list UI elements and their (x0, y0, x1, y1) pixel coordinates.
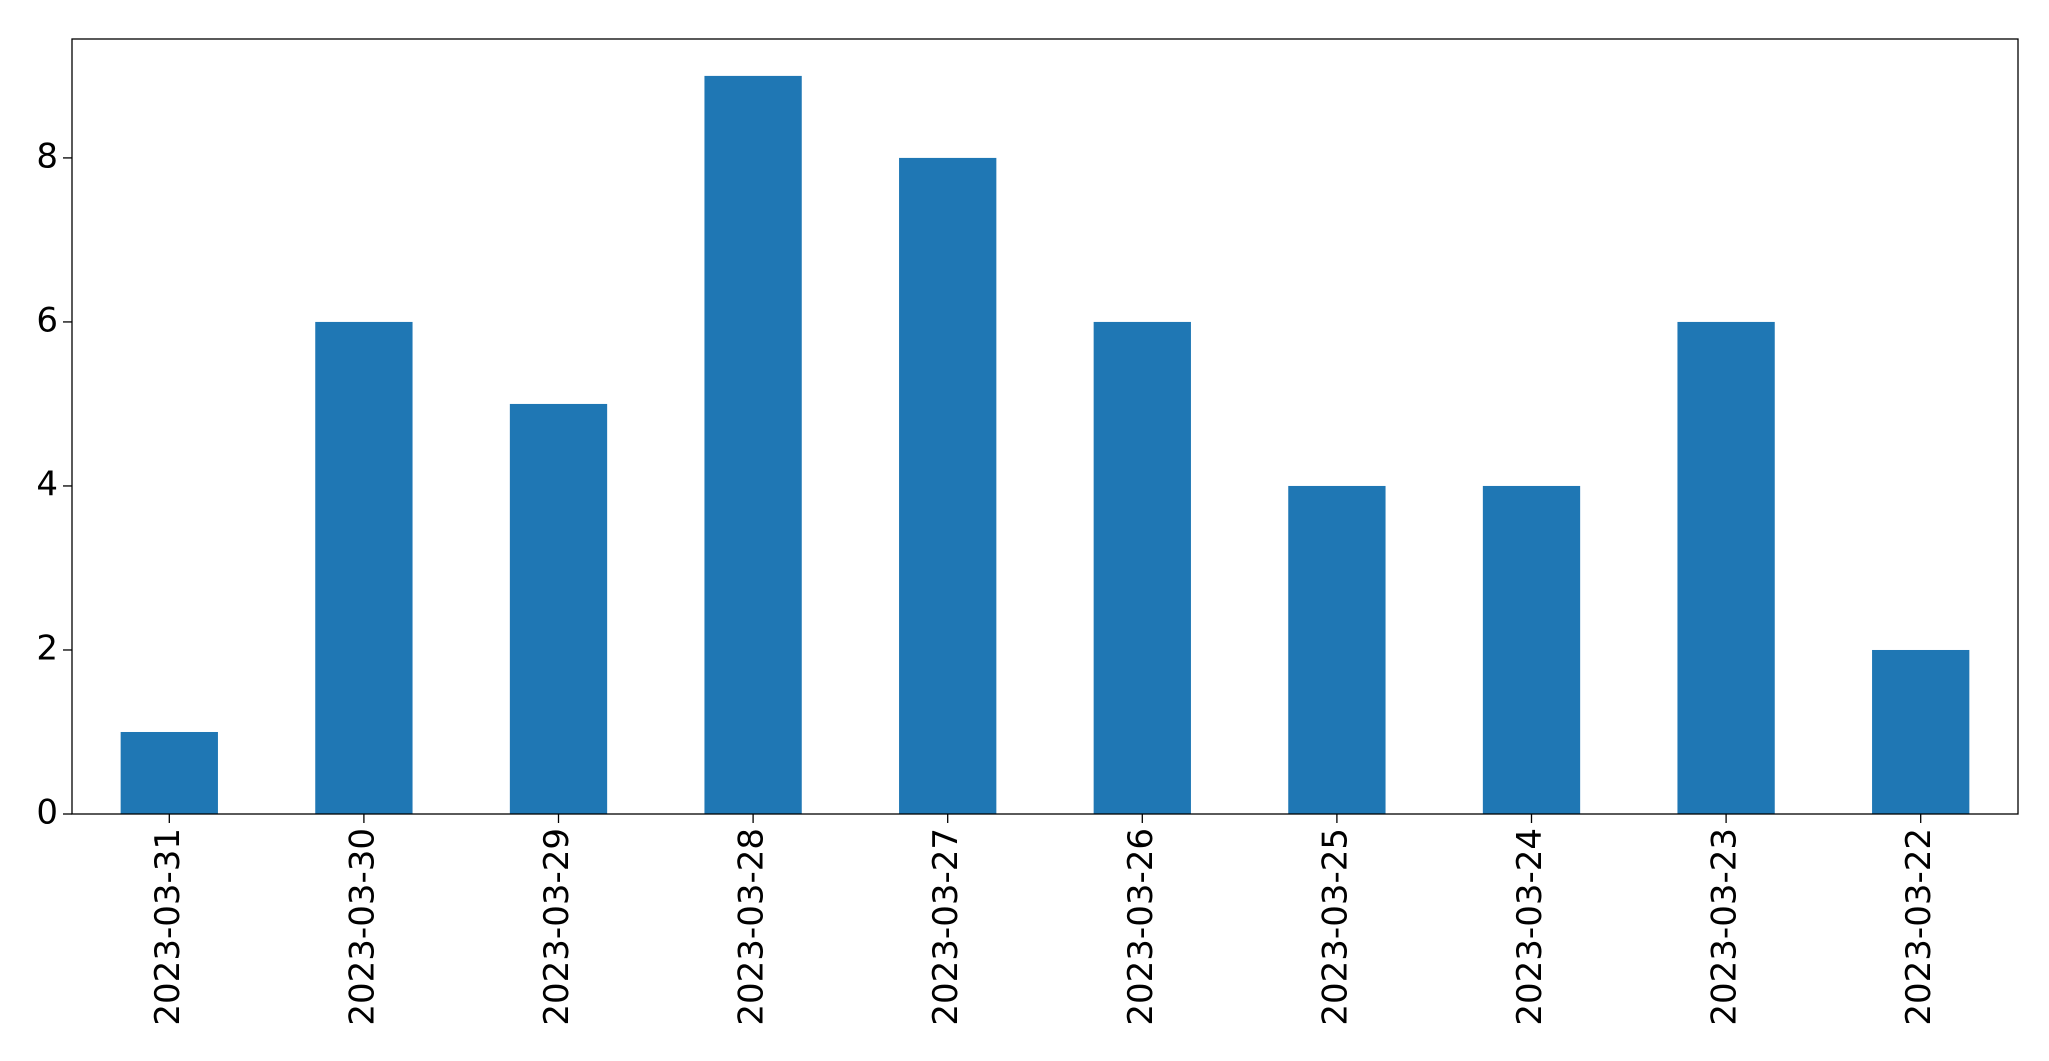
bar (120, 731, 218, 814)
bar (509, 403, 608, 814)
bar (315, 321, 413, 814)
x-tick-label: 2023-03-25 (1315, 828, 1355, 1026)
bar (899, 157, 997, 814)
x-tick-label: 2023-03-23 (1705, 828, 1745, 1026)
y-tick-label: 0 (36, 793, 58, 833)
y-tick-label: 2 (36, 628, 58, 668)
x-tick-label: 2023-03-27 (926, 828, 966, 1026)
x-tick-label: 2023-03-24 (1510, 828, 1550, 1026)
x-tick-label: 2023-03-31 (148, 828, 188, 1026)
bar (704, 75, 802, 814)
x-tick-label: 2023-03-26 (1121, 828, 1161, 1026)
y-tick-label: 4 (36, 464, 58, 504)
x-tick-label: 2023-03-29 (537, 828, 577, 1026)
bar (1093, 321, 1191, 814)
bar (1677, 321, 1775, 814)
x-tick-label: 2023-03-28 (732, 828, 772, 1026)
y-tick-label: 8 (36, 136, 58, 176)
bar (1288, 485, 1386, 814)
x-tick-label: 2023-03-22 (1899, 828, 1939, 1026)
y-tick-label: 6 (36, 300, 58, 340)
plot-frame (71, 38, 2019, 815)
bar (1482, 485, 1581, 814)
x-tick-label: 2023-03-30 (342, 828, 382, 1026)
bar (1872, 649, 1970, 814)
